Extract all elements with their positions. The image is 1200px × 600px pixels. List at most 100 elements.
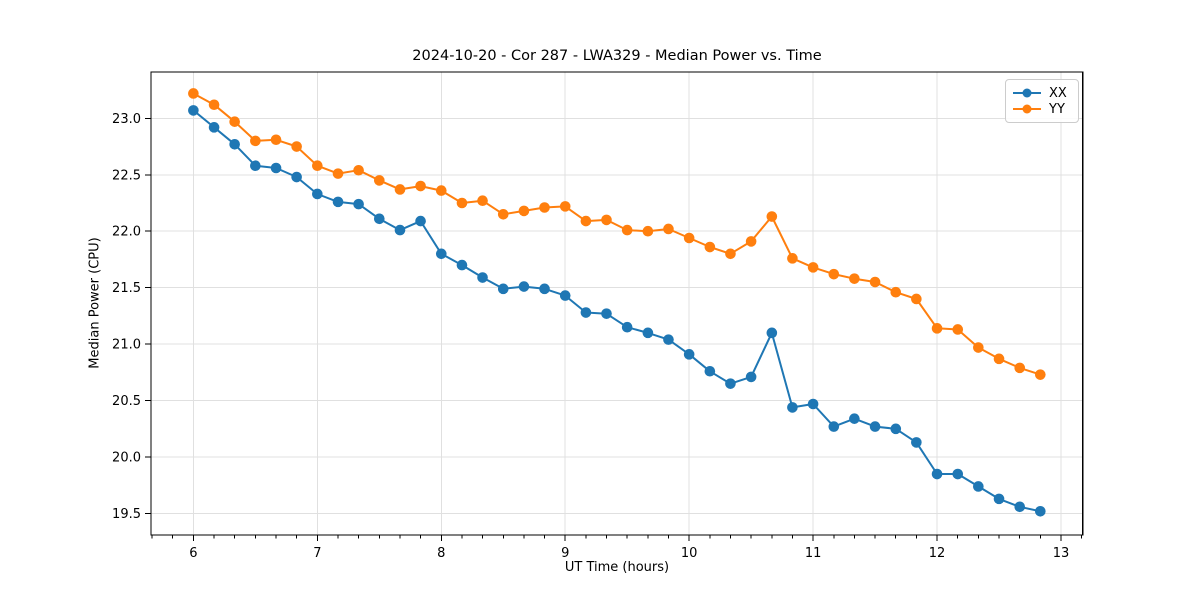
data-point-xx — [704, 365, 716, 377]
data-point-xx — [787, 402, 798, 413]
data-point-yy — [353, 164, 364, 176]
data-point-yy — [539, 202, 550, 213]
data-point-xx — [621, 321, 633, 333]
data-point-yy — [704, 241, 716, 253]
data-point-xx — [952, 468, 964, 480]
y-tick-label: 19.5 — [112, 507, 141, 522]
data-point-yy — [1014, 362, 1026, 374]
x-tick-label: 13 — [1053, 546, 1070, 561]
data-point-xx — [250, 160, 261, 172]
legend-item-yy: YY — [1012, 103, 1072, 116]
data-point-xx — [374, 213, 385, 225]
data-point-yy — [890, 286, 902, 298]
data-point-yy — [250, 135, 261, 147]
legend-label: XX — [1049, 85, 1067, 101]
data-point-xx — [766, 327, 778, 339]
data-point-xx — [208, 122, 220, 133]
data-point-xx — [456, 259, 468, 271]
data-point-xx — [353, 198, 364, 210]
x-axis-label: UT Time (hours) — [564, 560, 670, 575]
legend-item-xx: XX — [1012, 87, 1072, 100]
data-point-xx — [291, 171, 302, 183]
data-point-xx — [745, 371, 757, 383]
data-point-xx — [518, 281, 530, 292]
data-point-xx — [497, 283, 509, 295]
legend-line-marker-icon — [1013, 104, 1041, 114]
y-tick-label: 22.5 — [112, 168, 141, 183]
data-point-xx — [477, 272, 488, 283]
plot-border — [150, 71, 1084, 536]
data-point-xx — [725, 378, 736, 389]
y-tick-label: 22.0 — [112, 225, 141, 240]
data-point-yy — [766, 211, 778, 222]
y-axis-label: Median Power (CPU) — [87, 237, 103, 369]
data-point-yy — [745, 236, 757, 247]
data-point-xx — [580, 307, 592, 318]
data-point-xx — [435, 248, 447, 260]
legend-label: YY — [1049, 101, 1065, 117]
data-point-xx — [394, 224, 406, 236]
data-point-xx — [332, 196, 344, 208]
data-point-xx — [931, 468, 943, 480]
data-point-xx — [869, 421, 881, 432]
y-tick-label: 20.5 — [112, 394, 141, 409]
data-point-yy — [518, 205, 530, 217]
data-point-yy — [291, 141, 302, 152]
data-point-yy — [580, 215, 592, 227]
data-point-yy — [497, 208, 509, 220]
y-tick-label: 20.0 — [112, 451, 141, 466]
y-tick-label: 23.0 — [112, 112, 141, 127]
data-point-xx — [849, 413, 860, 424]
data-point-xx — [1035, 505, 1046, 517]
data-point-yy — [787, 253, 798, 264]
chart-title: 2024-10-20 - Cor 287 - LWA329 - Median P… — [412, 48, 822, 64]
data-point-yy — [601, 214, 612, 226]
data-point-xx — [601, 308, 612, 319]
legend: XX YY — [1005, 79, 1079, 123]
data-point-xx — [911, 437, 922, 448]
data-point-yy — [456, 197, 468, 209]
y-tick-label: 21.5 — [112, 281, 141, 296]
data-point-xx — [270, 162, 282, 174]
data-point-yy — [332, 168, 344, 179]
data-point-yy — [621, 224, 633, 236]
data-point-yy — [229, 116, 240, 127]
data-point-xx — [559, 290, 571, 301]
data-point-yy — [394, 184, 406, 195]
data-point-xx — [807, 398, 819, 410]
data-point-yy — [208, 99, 220, 111]
data-point-yy — [828, 268, 840, 280]
data-point-xx — [642, 327, 654, 339]
data-point-yy — [931, 323, 943, 334]
x-tick-label: 9 — [561, 546, 569, 561]
data-point-yy — [973, 342, 984, 353]
data-point-yy — [435, 185, 447, 196]
series-line-yy — [192, 92, 1042, 376]
data-point-yy — [952, 324, 964, 335]
data-point-xx — [1014, 501, 1026, 513]
data-point-yy — [415, 180, 426, 192]
data-point-yy — [993, 353, 1005, 365]
x-tick-label: 7 — [313, 546, 321, 561]
data-point-yy — [683, 232, 695, 244]
data-point-xx — [229, 138, 240, 150]
data-point-yy — [312, 160, 323, 172]
x-tick-label: 11 — [805, 546, 822, 561]
data-point-yy — [663, 223, 674, 235]
data-point-yy — [869, 276, 881, 288]
data-point-xx — [312, 188, 323, 200]
data-point-yy — [188, 88, 199, 99]
data-point-yy — [1035, 369, 1046, 380]
y-tick-label: 21.0 — [112, 338, 141, 353]
x-tick-label: 12 — [929, 546, 946, 561]
x-tick-label: 6 — [189, 546, 197, 561]
data-point-yy — [725, 248, 736, 260]
data-point-xx — [890, 423, 902, 435]
data-point-xx — [828, 421, 840, 432]
data-point-yy — [374, 175, 385, 186]
data-point-yy — [911, 293, 922, 305]
data-point-xx — [993, 493, 1005, 505]
data-point-xx — [539, 283, 550, 295]
